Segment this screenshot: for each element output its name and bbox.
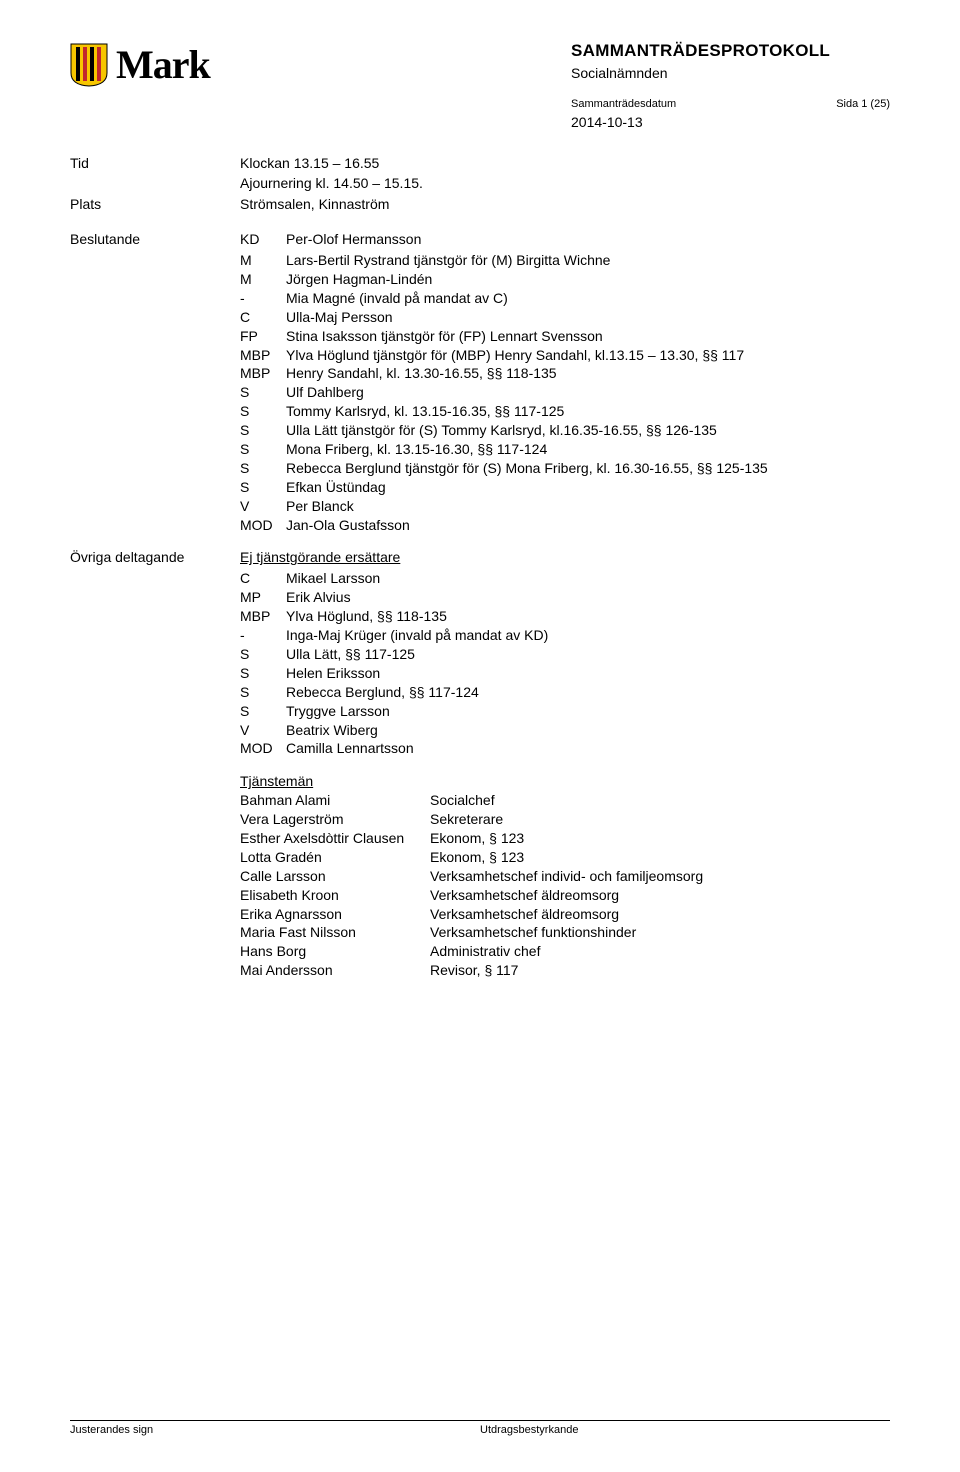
tid-value-2: Ajournering kl. 14.50 – 15.15.	[240, 174, 890, 193]
person-name: Tommy Karlsryd, kl. 13.15-16.35, §§ 117-…	[286, 402, 890, 421]
person-name: Inga-Maj Krüger (invald på mandat av KD)	[286, 626, 890, 645]
official-role: Verksamhetschef funktionshinder	[430, 923, 890, 942]
person-name: Rebecca Berglund, §§ 117-124	[286, 683, 890, 702]
party-code: S	[240, 421, 286, 440]
tjansteman-heading: Tjänstemän	[240, 772, 313, 791]
person-name: Mikael Larsson	[286, 569, 890, 588]
party-code: V	[240, 497, 286, 516]
official-name: Elisabeth Kroon	[240, 886, 430, 905]
tid-value-1: Klockan 13.15 – 16.55	[240, 154, 890, 173]
party-code: C	[240, 569, 286, 588]
person-name: Tryggve Larsson	[286, 702, 890, 721]
official-role: Verksamhetschef äldreomsorg	[430, 886, 890, 905]
person-name: Ulf Dahlberg	[286, 383, 890, 402]
party-code: MBP	[240, 346, 286, 365]
person-name: Lars-Bertil Rystrand tjänstgör för (M) B…	[286, 251, 890, 270]
page-header: Mark SAMMANTRÄDESPROTOKOLL Socialnämnden…	[70, 38, 890, 132]
tjansteman-section: TjänstemänBahman AlamiSocialchefVera Lag…	[70, 772, 890, 980]
party-code: M	[240, 270, 286, 289]
plats-value: Strömsalen, Kinnaström	[240, 195, 890, 214]
official-name: Mai Andersson	[240, 961, 430, 980]
party-code: MBP	[240, 364, 286, 383]
person-name: Ulla Lätt tjänstgör för (S) Tommy Karlsr…	[286, 421, 890, 440]
person-name: Helen Eriksson	[286, 664, 890, 683]
brand-name: Mark	[116, 38, 210, 92]
beslutande-section: BeslutandeKDPer-Olof HermanssonMLars-Ber…	[70, 230, 890, 534]
document-subtitle: Socialnämnden	[571, 64, 890, 83]
party-code: M	[240, 251, 286, 270]
official-name: Maria Fast Nilsson	[240, 923, 430, 942]
person-name: Jörgen Hagman-Lindén	[286, 270, 890, 289]
header-right: SAMMANTRÄDESPROTOKOLL Socialnämnden Samm…	[571, 38, 890, 132]
party-code: KD	[240, 230, 286, 249]
official-name: Esther Axelsdòttir Clausen	[240, 829, 430, 848]
person-name: Ulla Lätt, §§ 117-125	[286, 645, 890, 664]
party-code: FP	[240, 327, 286, 346]
party-code: S	[240, 440, 286, 459]
tid-label: Tid	[70, 154, 240, 173]
official-role: Revisor, § 117	[430, 961, 890, 980]
party-code: V	[240, 721, 286, 740]
person-name: Beatrix Wiberg	[286, 721, 890, 740]
person-name: Jan-Ola Gustafsson	[286, 516, 890, 535]
person-name: Stina Isaksson tjänstgör för (FP) Lennar…	[286, 327, 890, 346]
municipal-crest-icon	[70, 43, 108, 87]
party-code: S	[240, 478, 286, 497]
person-name: Ylva Höglund tjänstgör för (MBP) Henry S…	[286, 346, 890, 365]
ovriga-label: Övriga deltagande	[70, 548, 240, 567]
official-role: Socialchef	[430, 791, 890, 810]
person-name: Mona Friberg, kl. 13.15-16.30, §§ 117-12…	[286, 440, 890, 459]
party-code: S	[240, 459, 286, 478]
person-name: Per Blanck	[286, 497, 890, 516]
party-code: MBP	[240, 607, 286, 626]
official-role: Verksamhetschef individ- och familjeomso…	[430, 867, 890, 886]
person-name: Henry Sandahl, kl. 13.30-16.55, §§ 118-1…	[286, 364, 890, 383]
ersattare-heading: Ej tjänstgörande ersättare	[240, 548, 890, 567]
party-code: -	[240, 626, 286, 645]
party-code: S	[240, 702, 286, 721]
beslutande-label: Beslutande	[70, 230, 240, 249]
plats-label: Plats	[70, 195, 240, 214]
person-name: Ulla-Maj Persson	[286, 308, 890, 327]
party-code: MP	[240, 588, 286, 607]
party-code: S	[240, 683, 286, 702]
official-name: Erika Agnarsson	[240, 905, 430, 924]
party-code: S	[240, 402, 286, 421]
party-code: MOD	[240, 739, 286, 758]
person-name: Efkan Üstündag	[286, 478, 890, 497]
official-role: Ekonom, § 123	[430, 829, 890, 848]
person-name: Camilla Lennartsson	[286, 739, 890, 758]
page-footer: Justerandes sign Utdragsbestyrkande	[70, 1420, 890, 1438]
party-code: S	[240, 645, 286, 664]
person-name: Erik Alvius	[286, 588, 890, 607]
person-name: Per-Olof Hermansson	[286, 230, 890, 249]
official-role: Ekonom, § 123	[430, 848, 890, 867]
meta-page-label: Sida 1 (25)	[836, 97, 890, 112]
party-code: C	[240, 308, 286, 327]
ovriga-section: Övriga deltagandeEj tjänstgörande ersätt…	[70, 548, 890, 758]
meeting-date: 2014-10-13	[571, 113, 890, 132]
footer-cert-label: Utdragsbestyrkande	[480, 1423, 890, 1438]
official-name: Calle Larsson	[240, 867, 430, 886]
person-name: Rebecca Berglund tjänstgör för (S) Mona …	[286, 459, 890, 478]
party-code: S	[240, 664, 286, 683]
person-name: Mia Magné (invald på mandat av C)	[286, 289, 890, 308]
person-name: Ylva Höglund, §§ 118-135	[286, 607, 890, 626]
meta-date-label: Sammanträdesdatum	[571, 97, 676, 112]
official-role: Verksamhetschef äldreomsorg	[430, 905, 890, 924]
official-role: Sekreterare	[430, 810, 890, 829]
official-role: Administrativ chef	[430, 942, 890, 961]
official-name: Bahman Alami	[240, 791, 430, 810]
footer-sign-label: Justerandes sign	[70, 1423, 480, 1438]
official-name: Vera Lagerström	[240, 810, 430, 829]
document-title: SAMMANTRÄDESPROTOKOLL	[571, 40, 890, 63]
official-name: Lotta Gradén	[240, 848, 430, 867]
party-code: -	[240, 289, 286, 308]
party-code: MOD	[240, 516, 286, 535]
official-name: Hans Borg	[240, 942, 430, 961]
logo-block: Mark	[70, 38, 210, 92]
party-code: S	[240, 383, 286, 402]
